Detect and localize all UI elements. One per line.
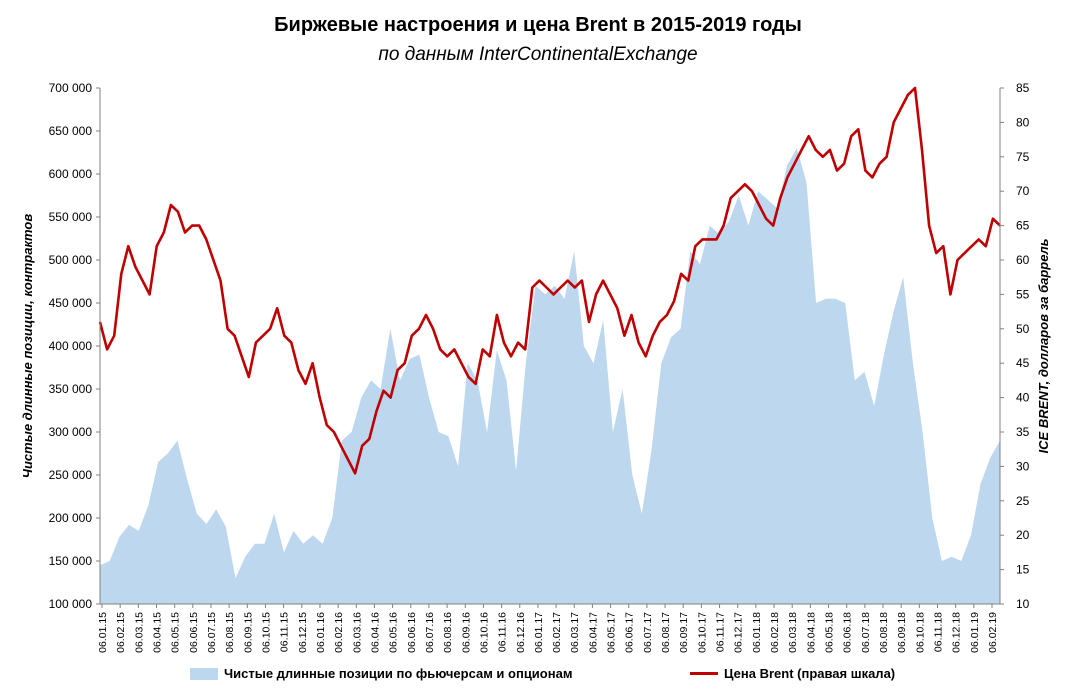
left-tick-label: 100 000 — [49, 597, 93, 611]
right-tick-label: 15 — [1016, 563, 1030, 577]
left-tick-label: 550 000 — [49, 210, 93, 224]
x-tick-label: 06.07.17 — [642, 612, 654, 653]
left-tick-label: 650 000 — [49, 124, 93, 138]
x-tick-label: 06.06.17 — [624, 612, 636, 653]
right-tick-label: 20 — [1016, 528, 1030, 542]
x-tick-label: 06.10.17 — [696, 612, 708, 653]
x-tick-label: 06.10.15 — [260, 612, 272, 653]
right-axis-title: ICE BRENT, долларов за баррель — [1036, 239, 1051, 454]
x-tick-label: 06.04.17 — [587, 612, 599, 653]
right-tick-label: 75 — [1016, 150, 1030, 164]
x-tick-label: 06.06.16 — [406, 612, 418, 653]
x-tick-label: 06.01.17 — [533, 612, 545, 653]
x-tick-label: 06.01.18 — [751, 612, 763, 653]
x-tick-label: 06.04.18 — [805, 612, 817, 653]
x-tick-label: 06.03.18 — [787, 612, 799, 653]
right-tick-label: 60 — [1016, 253, 1030, 267]
x-tick-label: 06.11.18 — [933, 612, 945, 652]
left-tick-label: 500 000 — [49, 253, 93, 267]
right-tick-label: 55 — [1016, 287, 1030, 301]
x-tick-label: 06.07.15 — [206, 612, 218, 653]
legend-item-positions: Чистые длинные позиции по фьючерсам и оп… — [190, 666, 572, 681]
x-tick-label: 06.03.17 — [569, 612, 581, 653]
x-tick-label: 06.03.16 — [351, 612, 363, 653]
left-tick-label: 150 000 — [49, 554, 93, 568]
right-tick-label: 35 — [1016, 425, 1030, 439]
x-tick-label: 06.02.16 — [333, 612, 345, 653]
x-tick-label: 06.10.18 — [914, 612, 926, 653]
chart-subtitle: по данным InterContinentalExchange — [378, 44, 698, 65]
x-tick-label: 06.10.16 — [478, 612, 490, 653]
right-tick-label: 10 — [1016, 597, 1030, 611]
x-tick-label: 06.01.15 — [97, 612, 109, 653]
x-tick-label: 06.02.17 — [551, 612, 563, 653]
x-tick-label: 06.06.18 — [842, 612, 854, 653]
x-tick-label: 06.05.18 — [824, 612, 836, 653]
x-tick-label: 06.09.15 — [242, 612, 254, 653]
x-tick-label: 06.12.16 — [515, 612, 527, 653]
legend-swatch-area — [190, 667, 218, 680]
right-tick-label: 40 — [1016, 391, 1030, 405]
left-tick-label: 200 000 — [49, 511, 93, 525]
x-tick-label: 06.11.16 — [497, 612, 509, 652]
left-tick-label: 450 000 — [49, 296, 93, 310]
brent-price-line — [98, 86, 1001, 475]
x-tick-label: 06.08.17 — [660, 612, 672, 653]
x-tick-label: 06.02.19 — [987, 612, 999, 653]
legend: Чистые длинные позиции по фьючерсам и оп… — [0, 666, 1076, 688]
left-tick-label: 350 000 — [49, 382, 93, 396]
x-tick-label: 06.05.15 — [170, 612, 182, 653]
chart-title: Биржевые настроения и цена Brent в 2015-… — [274, 14, 802, 36]
x-tick-label: 06.11.15 — [279, 612, 291, 652]
x-tick-label: 06.01.16 — [315, 612, 327, 653]
right-tick-label: 65 — [1016, 219, 1030, 233]
x-tick-label: 06.09.16 — [460, 612, 472, 653]
right-tick-label: 85 — [1016, 81, 1030, 95]
left-tick-label: 600 000 — [49, 167, 93, 181]
x-tick-label: 06.05.16 — [388, 612, 400, 653]
right-tick-label: 80 — [1016, 115, 1030, 129]
x-tick-label: 06.04.15 — [151, 612, 163, 653]
legend-swatch-line — [690, 672, 718, 675]
legend-item-brent: Цена Brent (правая шкала) — [690, 666, 895, 681]
x-tick-label: 06.08.18 — [878, 612, 890, 653]
x-tick-label: 06.08.16 — [442, 612, 454, 653]
x-tick-label: 06.02.15 — [115, 612, 127, 653]
x-tick-label: 06.04.16 — [369, 612, 381, 653]
right-tick-label: 70 — [1016, 184, 1030, 198]
x-tick-label: 06.02.18 — [769, 612, 781, 653]
x-tick-label: 06.07.18 — [860, 612, 872, 653]
positions-area — [100, 148, 1000, 604]
x-tick-label: 06.06.15 — [188, 612, 200, 653]
legend-label-brent: Цена Brent (правая шкала) — [724, 666, 896, 681]
left-tick-label: 400 000 — [49, 339, 93, 353]
x-tick-label: 06.09.18 — [896, 612, 908, 653]
x-tick-label: 06.11.17 — [715, 612, 727, 652]
x-tick-label: 06.12.15 — [297, 612, 309, 653]
left-axis-title: Чистые длинные позиции, контрактов — [20, 214, 35, 479]
right-tick-label: 50 — [1016, 322, 1030, 336]
x-tick-label: 06.08.15 — [224, 612, 236, 653]
legend-label-positions: Чистые длинные позиции по фьючерсам и оп… — [224, 666, 573, 681]
x-tick-label: 06.07.16 — [424, 612, 436, 653]
right-tick-label: 45 — [1016, 356, 1030, 370]
left-tick-label: 700 000 — [49, 81, 93, 95]
x-tick-label: 06.09.17 — [678, 612, 690, 653]
right-tick-label: 30 — [1016, 459, 1030, 473]
left-tick-label: 300 000 — [49, 425, 93, 439]
right-tick-label: 25 — [1016, 494, 1030, 508]
x-tick-label: 06.03.15 — [133, 612, 145, 653]
left-tick-label: 250 000 — [49, 468, 93, 482]
x-tick-label: 06.05.17 — [606, 612, 618, 653]
x-tick-label: 06.12.17 — [733, 612, 745, 653]
x-tick-label: 06.12.18 — [951, 612, 963, 653]
x-tick-label: 06.01.19 — [969, 612, 981, 653]
